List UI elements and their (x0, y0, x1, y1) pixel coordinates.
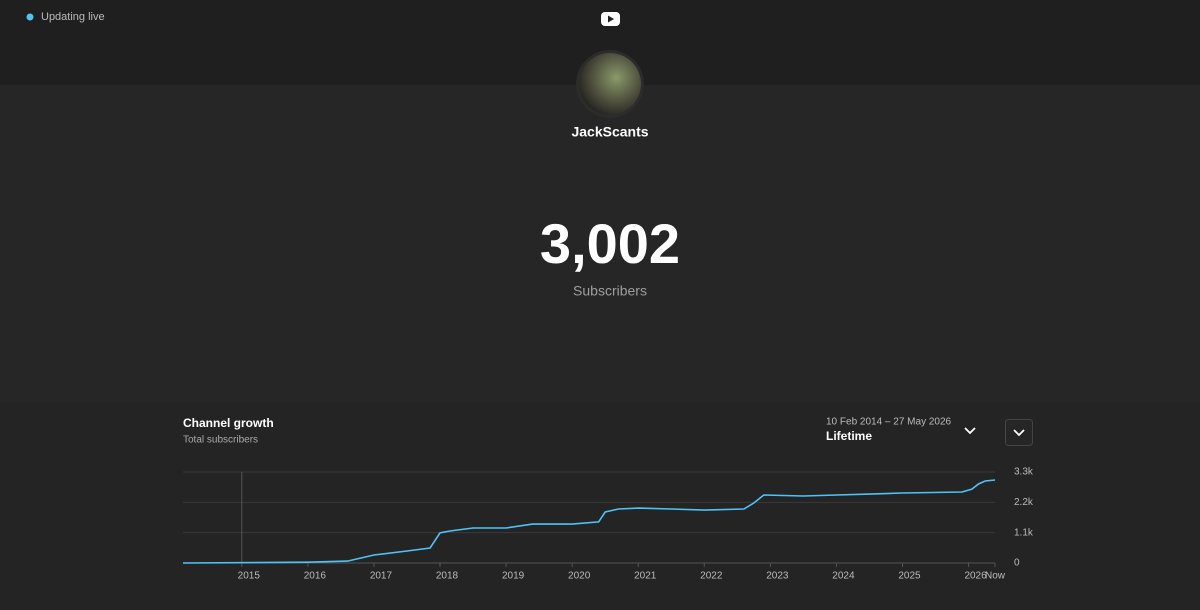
x-tick-label: 2022 (700, 571, 723, 582)
button-box (1005, 419, 1033, 446)
live-dot (26, 13, 34, 21)
x-tick-label: 2021 (634, 571, 657, 582)
y-tick-label: 3.3k (1014, 467, 1034, 478)
y-tick-label: 1.1k (1014, 527, 1034, 538)
x-tick-label: 2016 (304, 571, 327, 582)
x-tick-label: 2015 (238, 571, 261, 582)
x-tick-label: 2017 (370, 571, 393, 582)
series-line (182, 479, 996, 564)
y-tick-label: 2.2k (1014, 497, 1034, 508)
x-tick-label: Now (985, 571, 1006, 582)
avatar[interactable] (579, 53, 641, 115)
x-tick-label: 2023 (766, 571, 789, 582)
x-tick-label: 2024 (832, 571, 855, 582)
period-dropdown[interactable] (964, 427, 976, 435)
x-tick-label: 2018 (436, 571, 459, 582)
channel-name: JackScants (571, 124, 648, 140)
x-tick-label: 2019 (502, 571, 525, 582)
chart-panel (0, 403, 1200, 610)
date-range: 10 Feb 2014 – 27 May 2026 (826, 417, 952, 428)
chart-subtitle: Total subscribers (183, 435, 258, 446)
x-tick-label: 2025 (898, 571, 921, 582)
status: Updating live (41, 11, 105, 23)
options-button[interactable] (1005, 419, 1033, 446)
chart-title: Channel growth (183, 416, 274, 430)
x-tick-label: 2026 (964, 571, 987, 582)
count-label: Subscribers (573, 283, 647, 299)
youtube-logo[interactable] (601, 12, 620, 26)
logo-play (608, 15, 614, 23)
button-chevron (1013, 429, 1025, 437)
period[interactable]: Lifetime (826, 429, 872, 443)
subscriber-count: 3,002 (540, 212, 680, 275)
y-tick-label: 0 (1014, 558, 1020, 569)
x-tick-label: 2020 (568, 571, 591, 582)
